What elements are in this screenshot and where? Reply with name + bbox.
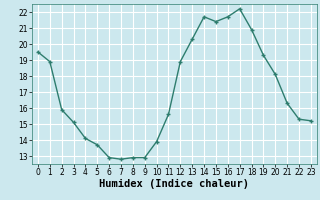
X-axis label: Humidex (Indice chaleur): Humidex (Indice chaleur) bbox=[100, 179, 249, 189]
